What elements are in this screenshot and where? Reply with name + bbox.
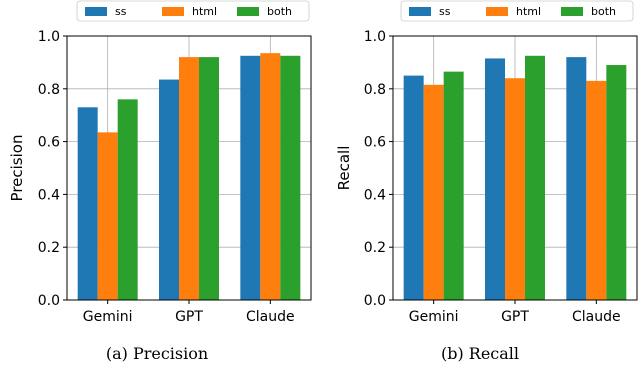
y-tick-label: 1.0 [38,29,60,45]
legend-swatch-both [237,7,259,16]
y-axis-label: Precision [8,135,26,202]
bar-html-gpt [179,57,199,301]
y-tick-label: 0.4 [38,187,60,203]
bar-both-gpt [199,57,219,301]
bar-both-claude [280,55,301,300]
legend-label-ss: ss [115,5,127,18]
legend-label-both: both [267,5,292,18]
x-tick-label-gemini: Gemini [409,309,459,325]
legend-label-html: html [192,5,217,18]
x-tick-label-claude: Claude [246,309,295,325]
x-tick-label-gemini: Gemini [83,309,133,325]
y-tick-label: 1.0 [364,29,386,45]
legend: ss html both [400,0,634,22]
y-tick-label: 0.2 [364,240,386,256]
bar-html-gpt [505,78,525,301]
y-tick-label: 0.8 [364,82,386,98]
legend: ss html both [76,0,310,22]
x-tick-label-claude: Claude [572,309,621,325]
panel-caption: (b) Recall [441,344,519,363]
bar-ss-gemini [77,107,98,300]
legend-swatch-ss [409,7,431,16]
bar-html-gemini [97,132,118,300]
legend-swatch-html [162,7,184,16]
chart-panel-1: 0.0 0.2 0.4 0.6 0.8 1.0 Gemini GPT Claude Precisi… [8,0,312,363]
bar-both-claude [606,65,627,300]
y-tick-label: 0.0 [38,293,60,309]
y-tick-label: 0.6 [38,135,60,151]
legend-label-html: html [516,5,541,18]
bar-both-gemini [443,71,464,300]
y-tick-label: 0.4 [364,187,386,203]
bar-html-claude [260,53,281,300]
bar-ss-claude [240,55,261,300]
bar-ss-gpt [485,58,505,300]
x-tick-label-gpt: GPT [501,309,529,325]
legend-swatch-html [486,7,508,16]
bar-html-gemini [423,84,444,300]
chart-panel-2: 0.0 0.2 0.4 0.6 0.8 1.0 Gemini GPT Claude Recall s… [335,0,638,363]
legend-swatch-both [561,7,583,16]
x-tick-label-gpt: GPT [175,309,203,325]
bar-ss-claude [566,57,587,301]
y-tick-label: 0.6 [364,135,386,151]
legend-label-both: both [591,5,616,18]
y-tick-label: 0.2 [38,240,60,256]
bar-ss-gpt [159,79,179,300]
bar-both-gemini [117,99,138,300]
panel-caption: (a) Precision [106,344,208,363]
legend-label-ss: ss [439,5,451,18]
y-tick-label: 0.8 [38,82,60,98]
y-axis-label: Recall [335,146,353,191]
bar-both-gpt [525,55,545,300]
legend-swatch-ss [85,7,107,16]
y-tick-label: 0.0 [364,293,386,309]
bar-ss-gemini [403,75,424,300]
bar-html-claude [586,80,607,300]
